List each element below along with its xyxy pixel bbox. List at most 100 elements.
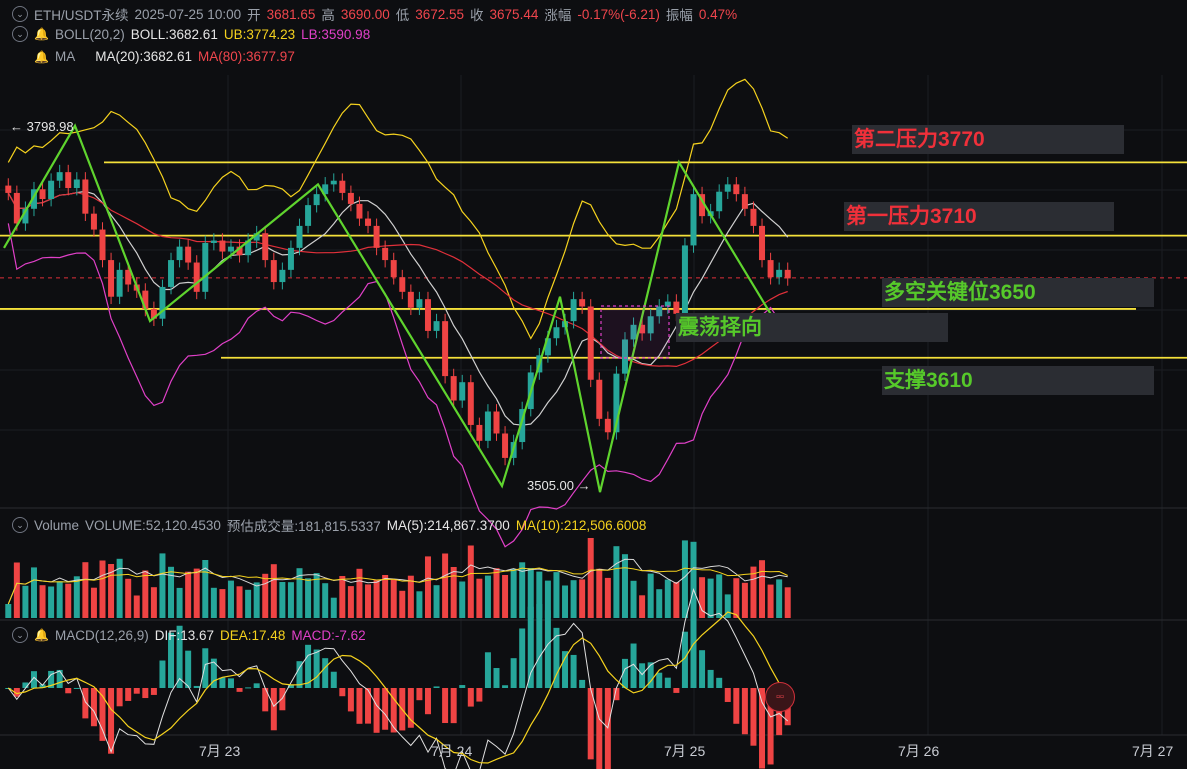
candle-body bbox=[227, 246, 234, 252]
macd-bar bbox=[767, 688, 774, 765]
volume-bar bbox=[210, 587, 217, 618]
macd-bar bbox=[56, 669, 63, 688]
volume-ma10: MA(10):212,506.6008 bbox=[515, 517, 647, 533]
volume-bar bbox=[185, 571, 192, 618]
candle-body bbox=[442, 321, 449, 377]
macd-bar bbox=[570, 654, 577, 688]
annotation-resistance-1: 第一压力3710 bbox=[844, 202, 1114, 231]
macd-bar bbox=[253, 683, 260, 688]
bell-icon[interactable]: 🔔 bbox=[34, 27, 49, 41]
candle-body bbox=[639, 324, 646, 334]
candle-body bbox=[5, 185, 12, 193]
candle-body bbox=[48, 180, 55, 200]
volume-bar bbox=[433, 585, 440, 618]
macd-bar bbox=[750, 688, 757, 746]
candle-body bbox=[356, 203, 363, 219]
collapse-icon[interactable]: ⌄ bbox=[12, 6, 28, 22]
candle-body bbox=[253, 233, 260, 241]
volume-bar bbox=[562, 585, 569, 618]
macd-bar bbox=[621, 658, 628, 688]
candle-body bbox=[459, 382, 466, 401]
candle-body bbox=[382, 247, 389, 261]
macd-bar bbox=[330, 671, 337, 688]
candle-body bbox=[116, 269, 123, 297]
bell-icon[interactable]: 🔔 bbox=[34, 628, 49, 642]
macd-bar bbox=[373, 688, 380, 733]
volume-bar bbox=[639, 595, 646, 618]
consolidation-box bbox=[600, 305, 670, 359]
annotation-text: 震荡择向 bbox=[678, 316, 762, 339]
candle-body bbox=[519, 409, 526, 443]
arrow-left-icon: ← bbox=[10, 119, 23, 134]
ma80-value: MA(80):3677.97 bbox=[198, 49, 295, 64]
macd-bar bbox=[493, 668, 500, 688]
macd-bar bbox=[90, 688, 97, 727]
candle-body bbox=[681, 245, 688, 314]
candle-body bbox=[544, 338, 551, 356]
macd-dif: DIF:13.67 bbox=[154, 627, 215, 643]
volume-bar bbox=[73, 576, 80, 618]
volume-bar bbox=[125, 578, 132, 618]
volume-bar bbox=[330, 597, 337, 618]
volume-bar bbox=[510, 568, 517, 618]
volume-bar bbox=[630, 580, 637, 618]
candle-body bbox=[467, 382, 474, 425]
ma-name: MA bbox=[54, 49, 76, 64]
collapse-icon[interactable]: ⌄ bbox=[12, 517, 28, 533]
volume-bar bbox=[544, 580, 551, 618]
volume-bar bbox=[493, 568, 500, 618]
boll-ub: UB:3774.23 bbox=[223, 26, 296, 42]
annotation-consolidation: 震荡择向 bbox=[676, 313, 948, 342]
macd-bar bbox=[159, 660, 166, 688]
volume-bar bbox=[356, 568, 363, 618]
macd-bar bbox=[544, 610, 551, 688]
volume-bar bbox=[621, 554, 628, 618]
candle-body bbox=[185, 246, 192, 263]
volume-bar bbox=[82, 562, 89, 618]
macd-bar bbox=[459, 685, 466, 688]
close-label: 收 bbox=[470, 8, 484, 23]
candle-body bbox=[493, 411, 500, 434]
collapse-icon[interactable]: ⌄ bbox=[12, 627, 28, 643]
volume-bar bbox=[193, 568, 200, 618]
macd-bar bbox=[185, 650, 192, 688]
candle-body bbox=[656, 306, 663, 317]
annotation-support: 支撑3610 bbox=[882, 366, 1154, 395]
volume-bar bbox=[399, 590, 406, 618]
macd-bar bbox=[339, 688, 346, 697]
open-value: 3681.65 bbox=[266, 6, 316, 22]
macd-bar bbox=[724, 688, 731, 702]
candle-body bbox=[168, 260, 175, 287]
volume-bar bbox=[48, 586, 55, 618]
volume-bar bbox=[373, 580, 380, 618]
high-value: 3690.00 bbox=[340, 6, 390, 22]
macd-bar bbox=[236, 688, 243, 692]
candle-body bbox=[733, 184, 740, 195]
macd-alert-icon[interactable]: ▫▫ bbox=[765, 682, 795, 712]
macd-bar bbox=[270, 688, 277, 731]
candle-body bbox=[399, 277, 406, 292]
candle-body bbox=[73, 179, 80, 189]
candle-body bbox=[724, 184, 731, 192]
collapse-icon[interactable]: ⌄ bbox=[12, 26, 28, 42]
macd-bar bbox=[168, 632, 175, 688]
bell-icon[interactable]: 🔔 bbox=[34, 49, 49, 64]
macd-bar bbox=[630, 643, 637, 688]
macd-bar bbox=[219, 677, 226, 688]
macd-bar bbox=[305, 644, 312, 688]
macd-bar bbox=[30, 671, 37, 688]
volume-bar bbox=[553, 572, 560, 618]
boll-legend: ⌄ 🔔 BOLL(20,2) BOLL:3682.61 UB:3774.23 L… bbox=[12, 26, 370, 42]
volume-bar bbox=[724, 594, 731, 618]
high-label: 高 bbox=[321, 8, 335, 23]
volume-bar bbox=[450, 567, 457, 618]
candle-body bbox=[219, 240, 226, 252]
macd-bar bbox=[536, 604, 543, 688]
change-label: 涨幅 bbox=[544, 8, 572, 23]
candle-body bbox=[82, 179, 89, 214]
candle-body bbox=[690, 194, 697, 246]
macd-bar bbox=[407, 688, 414, 728]
volume-bar bbox=[750, 566, 757, 618]
macd-bar bbox=[202, 648, 209, 688]
